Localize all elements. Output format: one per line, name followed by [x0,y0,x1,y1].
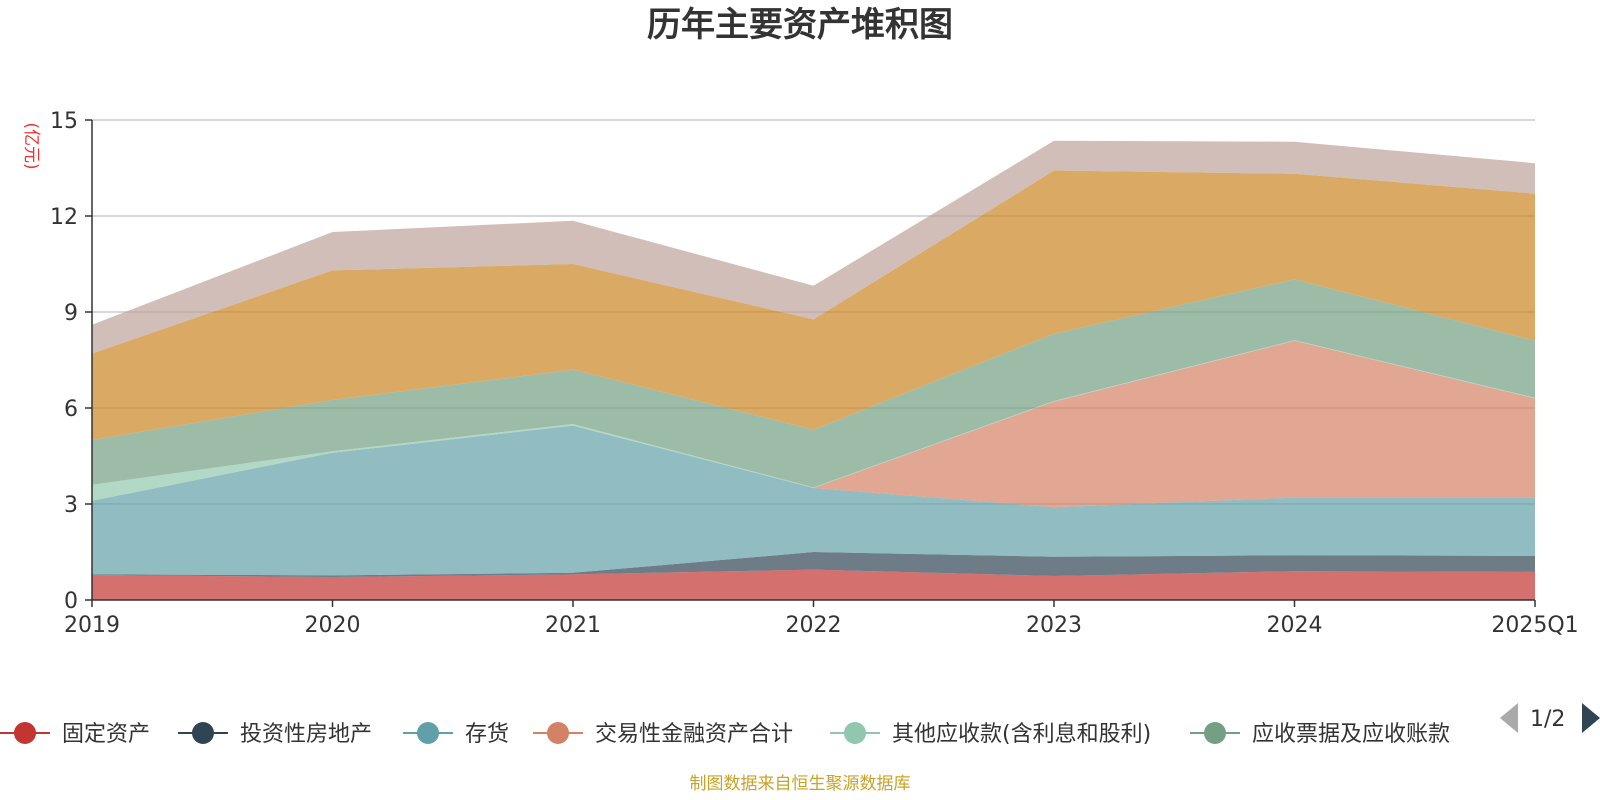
legend-item-4[interactable]: 其他应收款(含利息和股利) [830,722,1151,747]
y-tick-label: 15 [50,109,78,134]
y-axis-unit: (亿元) [21,122,41,169]
legend-marker [1204,722,1226,744]
y-tick-label: 0 [64,589,78,614]
legend-label: 投资性房地产 [240,722,372,747]
area-series [92,140,1535,600]
data-source-note: 制图数据来自恒生聚源数据库 [690,774,911,794]
legend-label: 固定资产 [62,722,150,747]
legend-item-1[interactable]: 投资性房地产 [178,722,372,747]
y-tick-label: 3 [64,493,78,518]
legend-label: 其他应收款(含利息和股利) [892,722,1151,747]
legend-marker [417,722,439,744]
x-tick-label: 2021 [545,613,601,638]
y-tick-label: 6 [64,397,78,422]
axes: 0 3 6 9 12 15 2019 2020 2021 2022 2023 2024 2025Q1 [50,109,1579,638]
legend-marker [14,722,36,744]
legend-page-indicator: 1/2 [1530,707,1565,732]
triangle-right-icon[interactable] [1582,703,1600,733]
area-series-3 [92,340,1535,508]
legend-item-0[interactable]: 固定资产 [0,722,150,747]
area-series-6 [92,170,1535,440]
chart-title: 历年主要资产堆积图 [647,5,953,45]
x-tick-label: 2020 [305,613,361,638]
legend-label: 交易性金融资产合计 [595,722,793,747]
legend-pager: 1/2 [1500,703,1600,733]
x-tick-label: 2022 [786,613,842,638]
area-series-1 [92,552,1535,577]
legend-item-3[interactable]: 交易性金融资产合计 [533,722,793,747]
legend-label: 存货 [465,722,509,747]
y-tick-label: 9 [64,301,78,326]
legend-marker [547,722,569,744]
legend-marker [192,722,214,744]
x-tick-label: 2023 [1026,613,1082,638]
area-series-0 [92,569,1535,600]
triangle-left-icon[interactable] [1500,703,1518,733]
area-series-2 [92,425,1535,576]
x-tick-label: 2024 [1267,613,1323,638]
legend-item-5[interactable]: 应收票据及应收账款 [1190,722,1450,747]
legend-label: 应收票据及应收账款 [1252,722,1450,747]
legend-item-2[interactable]: 存货 [403,722,509,747]
x-tick-label: 2025Q1 [1491,613,1578,638]
legend: 固定资产 投资性房地产 存货 交易性金融资产合计 其他应收款(含利息和股利) 应收票据及应… [0,722,1450,747]
y-tick-label: 12 [50,205,78,230]
legend-marker [844,722,866,744]
x-tick-label: 2019 [64,613,120,638]
area-series-7 [92,140,1535,354]
area-series-5 [92,279,1535,488]
